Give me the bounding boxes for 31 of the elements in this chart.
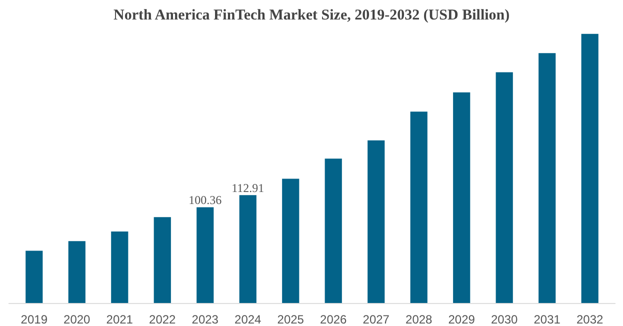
x-tick-label: 2019 — [20, 312, 48, 326]
bar — [26, 250, 43, 304]
bar — [324, 158, 342, 304]
bar — [111, 232, 128, 304]
x-tick-label: 2032 — [576, 312, 604, 326]
bar — [282, 178, 300, 304]
x-tick-label: 2024 — [234, 312, 262, 326]
bar — [453, 92, 470, 304]
bar — [368, 140, 385, 304]
x-tick-label: 2031 — [534, 312, 561, 326]
x-tick-label: 2027 — [362, 312, 390, 326]
x-tick-label: 2028 — [406, 312, 433, 326]
bar — [410, 112, 428, 304]
bar — [239, 195, 256, 304]
data-label: 100.36 — [188, 193, 222, 208]
x-tick-label: 2025 — [277, 312, 304, 326]
data-label: 112.91 — [232, 181, 264, 196]
bar — [68, 241, 86, 304]
bar — [581, 34, 598, 304]
x-tick-label: 2026 — [320, 312, 348, 326]
x-tick-label: 2021 — [106, 312, 134, 326]
x-tick-label: 2022 — [149, 312, 176, 326]
x-tick-label: 2029 — [448, 312, 476, 326]
chart-title: North America FinTech Market Size, 2019-2032 (USD Billion) — [114, 8, 510, 24]
bar — [538, 53, 556, 304]
x-tick-label: 2023 — [192, 312, 219, 326]
bar — [154, 217, 171, 304]
x-tick-label: 2020 — [64, 312, 91, 326]
x-tick-label: 2030 — [491, 312, 518, 326]
bar — [496, 72, 513, 304]
bar — [196, 207, 214, 304]
